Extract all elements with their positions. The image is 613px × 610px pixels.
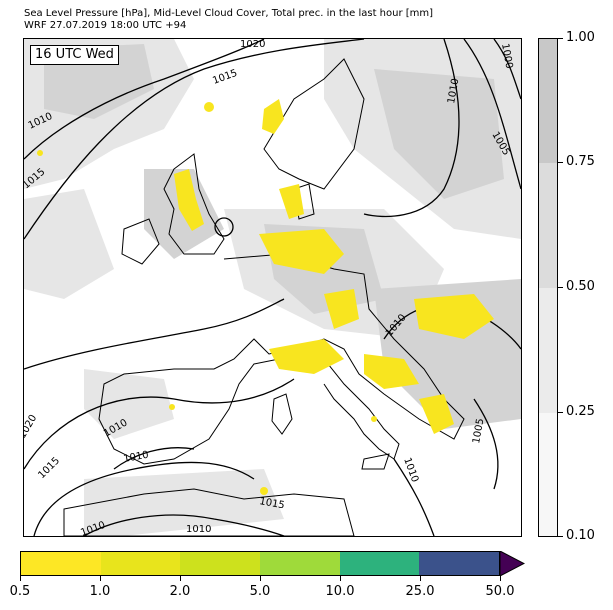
- isobar-label-1010-east: 1010: [446, 78, 461, 105]
- precip-segment-5.0-10.0: [260, 552, 340, 575]
- isobar-layer: [24, 39, 521, 536]
- precip-colorbar-extend-arrow: [500, 551, 525, 576]
- isobar-1010-north: [24, 39, 265, 160]
- precip-dot-atlantic: [37, 150, 43, 156]
- precip-germany: [259, 229, 344, 274]
- isobar-label-1010-italy: 1010: [401, 456, 420, 484]
- cloud-tick: [558, 162, 563, 163]
- precip-tick: [420, 576, 421, 581]
- precip-britain: [174, 169, 204, 231]
- precip-dot-north-sea: [204, 102, 214, 112]
- cloud-tick: [558, 412, 563, 413]
- isobar-label-1000-east: 1000: [499, 43, 514, 70]
- coast-mainland-europe: [98, 253, 465, 465]
- precip-alps: [269, 339, 344, 374]
- cloud-tick: [558, 38, 563, 39]
- coast-ireland: [121, 218, 160, 265]
- precip-tick: [20, 576, 21, 581]
- precip-segment-10.0-25.0: [339, 552, 420, 575]
- isobar-1020-west: [24, 378, 295, 470]
- isobar-1010-spain: [113, 447, 195, 470]
- precip-layer: [37, 99, 494, 495]
- precip-tick: [500, 576, 501, 581]
- precip-tick-label: 25.0: [405, 584, 435, 599]
- precip-tick-label: 50.0: [485, 584, 515, 599]
- precip-tick-label: 0.5: [9, 584, 31, 599]
- precip-tick: [340, 576, 341, 581]
- cloud-tick-label: 0.25: [566, 404, 595, 419]
- precip-tick-label: 1.0: [89, 584, 111, 599]
- precip-denmark: [279, 184, 304, 219]
- cloud-tick: [558, 287, 563, 288]
- cloud-band-0.75-1.00: [539, 39, 557, 163]
- isobar-label-1015-africa: 1015: [258, 496, 285, 511]
- precip-tick-label: 2.0: [169, 584, 191, 599]
- cloud-band-0.10-0.25: [539, 413, 557, 536]
- map-canvas: 1020 1015 1010 1015 1010 1005 1000 1010 …: [24, 39, 521, 536]
- cloud-tick-label: 0.10: [566, 528, 595, 543]
- precip-norway: [262, 99, 284, 134]
- isobar-label-1015-south: 1015: [36, 455, 62, 481]
- isobar-label-1005-greece: 1005: [471, 418, 486, 445]
- cloud-tick-label: 0.50: [566, 279, 595, 294]
- title-line-1: Sea Level Pressure [hPa], Mid-Level Clou…: [24, 8, 434, 19]
- isobar-label-1010-bottom: 1010: [186, 524, 211, 535]
- coast-great-britain: [163, 153, 225, 255]
- isobar-label-1015-north: 1015: [211, 68, 239, 87]
- precip-adriatic: [364, 354, 419, 389]
- isobar-1010-east: [363, 39, 460, 218]
- precip-segment-25.0-50.0: [419, 552, 500, 575]
- isobar-1015-south: [33, 461, 255, 536]
- precip-hungary: [414, 294, 494, 339]
- isobar-1000-east: [493, 39, 521, 100]
- precip-tick-label: 10.0: [325, 584, 355, 599]
- cloud-area-iberia: [84, 369, 174, 439]
- precip-tick: [260, 576, 261, 581]
- figure-title: Sea Level Pressure [hPa], Mid-Level Clou…: [24, 8, 433, 32]
- precip-dot-spain: [169, 404, 175, 410]
- cloud-band-0.25-0.50: [539, 288, 557, 413]
- cloud-area-north-africa: [84, 469, 284, 536]
- coast-north-africa: [63, 488, 355, 536]
- coast-corsica-sardinia: [271, 393, 293, 435]
- cloud-area-britain-west: [24, 189, 114, 299]
- isobar-1005-east: [463, 39, 521, 190]
- cloud-tick-label: 0.75: [566, 154, 595, 169]
- isobar-low-circle: [214, 217, 234, 237]
- precip-segment-0.5-1.0: [21, 552, 101, 575]
- precip-dot-africa: [260, 487, 268, 495]
- cloud-area-scandinavia-core: [374, 69, 504, 199]
- precip-austria: [324, 289, 359, 329]
- precip-colorbar: [20, 551, 500, 576]
- precip-segment-1.0-2.0: [100, 552, 181, 575]
- isobar-label-1010-africa: 1010: [123, 450, 150, 465]
- cloud-band-0.50-0.75: [539, 163, 557, 288]
- isobar-1010-italy: [393, 458, 435, 536]
- time-label: 16 UTC Wed: [30, 45, 119, 65]
- weather-map[interactable]: 1020 1015 1010 1015 1010 1005 1000 1010 …: [23, 38, 522, 537]
- coast-sicily: [361, 453, 390, 470]
- cloud-tick: [558, 536, 563, 537]
- isobar-1005-greece: [473, 398, 499, 490]
- precip-tick-label: 5.0: [249, 584, 271, 599]
- cloud-tick-label: 1.00: [566, 30, 595, 45]
- title-line-2: WRF 27.07.2019 18:00 UTC +94: [24, 20, 187, 31]
- precip-tick: [100, 576, 101, 581]
- isobar-1015-north: [24, 39, 365, 240]
- isobar-1015-central: [24, 298, 285, 370]
- isobar-label-1020-top: 1020: [240, 39, 265, 50]
- precip-tick: [180, 576, 181, 581]
- coast-scandinavia: [263, 58, 365, 190]
- isobar-1010-south: [83, 514, 285, 536]
- isobar-label-1020-west: 1020: [24, 413, 39, 441]
- coastline-layer: [63, 58, 465, 536]
- precip-greece: [419, 394, 454, 434]
- precip-dot-italy: [371, 416, 377, 422]
- precip-segment-2.0-5.0: [180, 552, 261, 575]
- cloud-cover-colorbar: [538, 38, 558, 537]
